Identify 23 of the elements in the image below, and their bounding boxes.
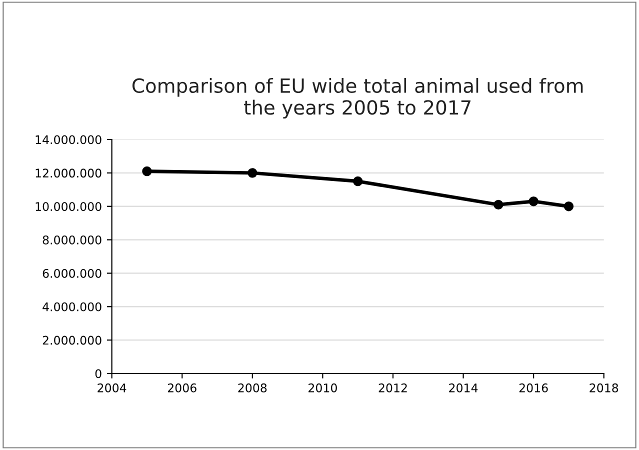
y-tick-label: 4.000.000 xyxy=(42,302,102,312)
x-tick-label: 2004 xyxy=(98,383,126,392)
point xyxy=(248,168,258,178)
x-tick-label: 2008 xyxy=(238,383,267,392)
y-tick-label: 2.000.000 xyxy=(42,336,102,345)
x-tick-label: 2010 xyxy=(308,383,337,392)
x-tick-label: 2012 xyxy=(378,383,407,392)
x-tick-label: 2018 xyxy=(590,383,618,392)
point xyxy=(564,201,574,212)
y-tick-label: 12.000.000 xyxy=(36,168,102,178)
y-tick-label: 6.000.000 xyxy=(42,268,102,278)
x-tick-label: 2006 xyxy=(168,383,196,392)
chart-title: Comparison of EU wide total animal used from the years 2005 to 2017 xyxy=(132,78,583,119)
point xyxy=(494,200,504,210)
x-tick-label: 2016 xyxy=(519,383,548,392)
point xyxy=(142,166,152,176)
y-tick-label: 14.000.000 xyxy=(36,135,102,144)
y-tick-label: 8.000.000 xyxy=(42,236,102,244)
point xyxy=(528,196,538,206)
x-tick-label: 2014 xyxy=(449,383,478,392)
y-tick-label: 0 xyxy=(95,369,102,378)
y-tick-label: 10.000.000 xyxy=(36,202,102,212)
point xyxy=(352,176,363,186)
